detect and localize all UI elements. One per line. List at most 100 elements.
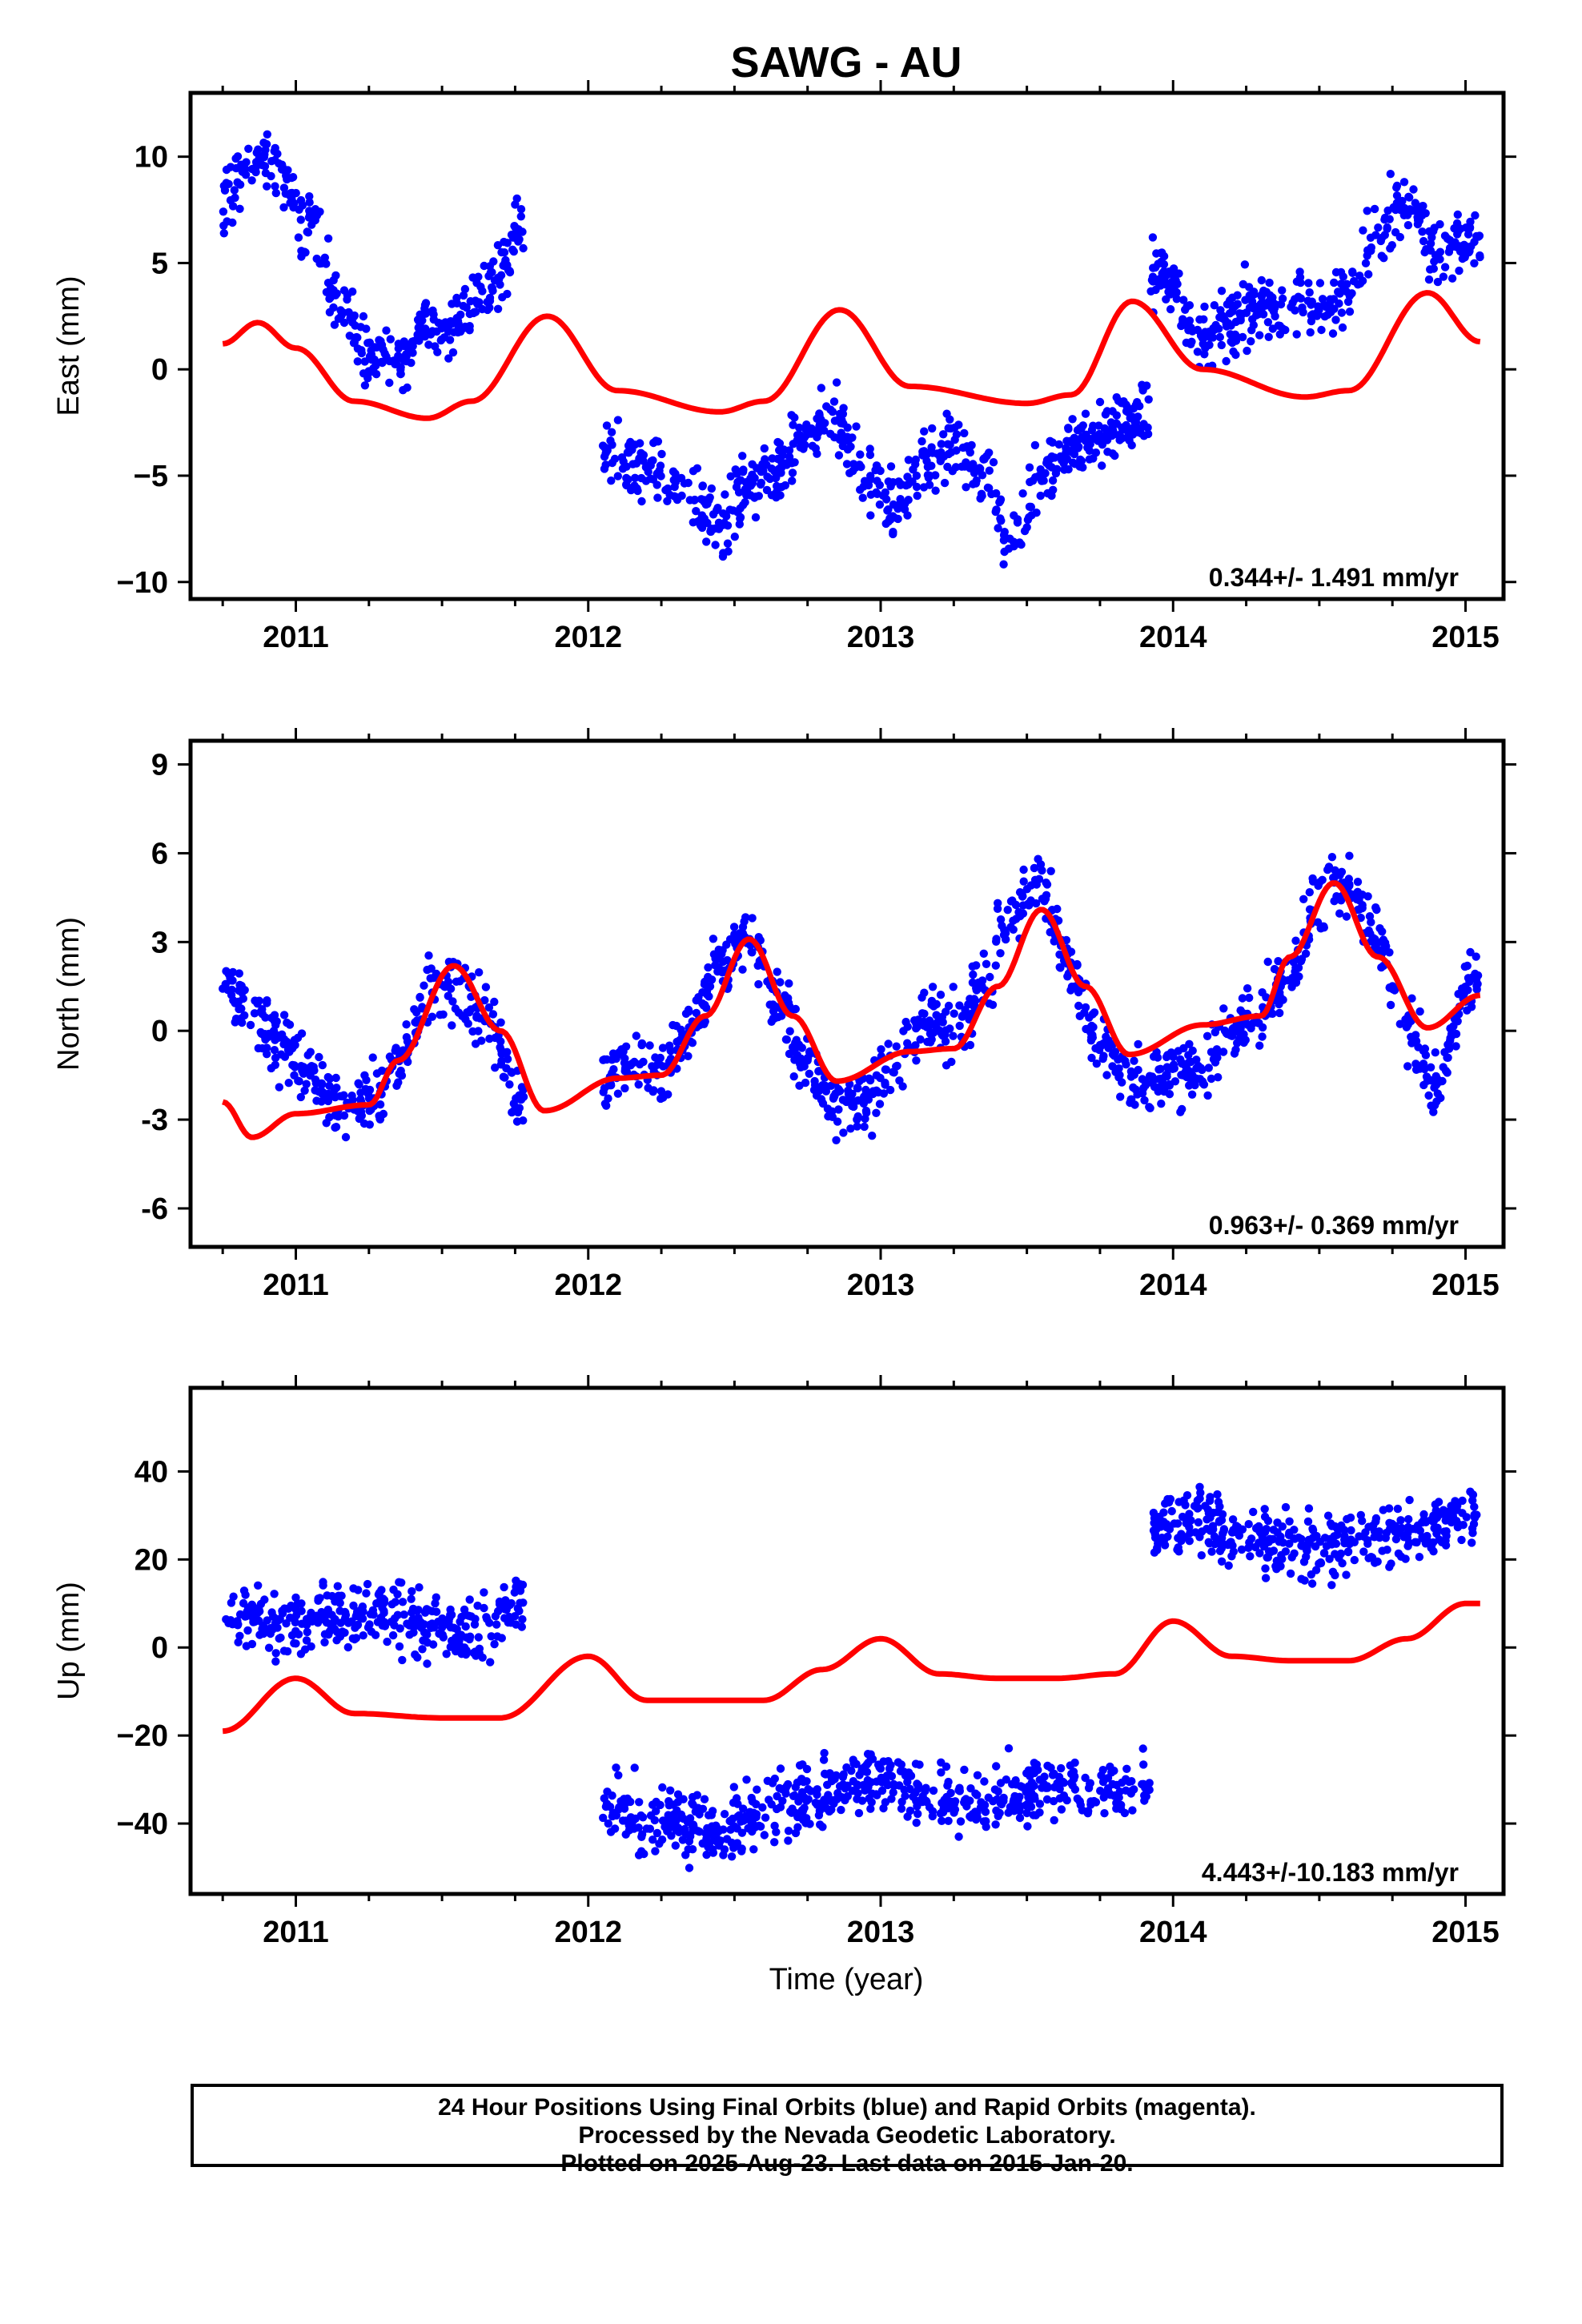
data-point — [989, 1797, 998, 1806]
data-point — [1074, 1001, 1083, 1011]
data-point — [1343, 1547, 1353, 1556]
data-point — [622, 480, 631, 489]
data-point — [1138, 1075, 1147, 1084]
data-point — [843, 423, 852, 432]
data-point — [416, 993, 424, 1002]
data-point — [1323, 1511, 1333, 1520]
data-point — [1206, 1526, 1215, 1535]
data-point — [493, 304, 503, 313]
data-point — [628, 1059, 636, 1068]
data-point — [1377, 963, 1386, 972]
data-point — [1315, 279, 1325, 287]
data-point — [622, 473, 631, 483]
data-point — [1141, 1081, 1150, 1090]
data-point — [1085, 440, 1094, 449]
data-point — [785, 1049, 794, 1059]
data-point — [256, 1027, 265, 1037]
data-point — [737, 1844, 746, 1853]
data-point — [913, 491, 921, 501]
data-point — [296, 195, 306, 205]
data-point — [1419, 1510, 1428, 1519]
data-point — [944, 1803, 953, 1813]
data-point — [223, 217, 231, 226]
data-point — [1100, 1809, 1109, 1818]
data-point — [1022, 1784, 1032, 1794]
data-point — [960, 1765, 969, 1775]
y-tick-label: 0 — [151, 1015, 168, 1048]
data-point — [848, 1787, 857, 1795]
data-point — [489, 257, 498, 266]
data-point — [887, 1771, 897, 1781]
data-point — [448, 997, 457, 1006]
data-point — [720, 1810, 729, 1819]
data-point — [1441, 1541, 1451, 1550]
data-point — [378, 1621, 387, 1630]
data-point — [1384, 1504, 1394, 1513]
data-point — [375, 1114, 384, 1124]
data-point — [1048, 438, 1057, 447]
data-point — [991, 1820, 1000, 1829]
data-point — [1358, 903, 1367, 913]
data-point — [1391, 1534, 1401, 1544]
data-point — [1285, 1517, 1294, 1526]
data-point — [1040, 1772, 1049, 1781]
data-point — [1385, 215, 1394, 223]
data-point — [671, 1841, 680, 1850]
data-point — [360, 381, 370, 390]
data-point — [1434, 1498, 1443, 1506]
data-point — [730, 533, 739, 541]
data-point — [400, 337, 408, 346]
data-point — [340, 1607, 350, 1617]
data-point — [1331, 1550, 1339, 1558]
data-point — [911, 460, 920, 468]
data-point — [375, 1100, 385, 1109]
data-point — [763, 472, 772, 481]
data-point — [795, 1761, 805, 1770]
data-point — [444, 321, 453, 331]
data-point — [1345, 880, 1354, 889]
data-point — [1219, 1525, 1229, 1534]
data-point — [375, 336, 383, 344]
data-point — [1424, 275, 1434, 284]
data-point — [1383, 223, 1391, 232]
data-point — [1057, 1805, 1066, 1814]
data-point — [1239, 1030, 1248, 1039]
data-point — [244, 144, 253, 153]
x-tick-label: 2015 — [1431, 1916, 1500, 1949]
data-point — [462, 303, 471, 312]
data-point — [1003, 906, 1012, 915]
data-point — [1098, 1766, 1107, 1775]
data-point — [507, 1618, 516, 1627]
data-point — [610, 454, 620, 464]
data-point — [319, 1581, 327, 1590]
data-point — [341, 1132, 351, 1142]
data-point — [657, 449, 666, 459]
data-point — [813, 1800, 822, 1809]
data-point — [1286, 1569, 1295, 1578]
data-point — [795, 423, 804, 432]
data-point — [725, 1816, 734, 1826]
data-point — [791, 1783, 800, 1791]
data-point — [1122, 1764, 1131, 1773]
data-point — [375, 1588, 384, 1598]
data-point — [1243, 984, 1252, 993]
data-point — [228, 202, 238, 211]
data-point — [1032, 1760, 1042, 1769]
data-point — [1150, 263, 1160, 272]
data-point — [794, 1040, 804, 1049]
data-point — [646, 460, 655, 470]
data-point — [1004, 1808, 1013, 1817]
data-point — [358, 1602, 367, 1611]
data-point — [936, 456, 946, 465]
data-point — [1147, 275, 1157, 284]
data-point — [684, 1051, 693, 1061]
data-point — [796, 431, 805, 440]
data-point — [1364, 1554, 1373, 1562]
data-point — [1257, 292, 1267, 301]
data-point — [305, 198, 314, 207]
data-point — [363, 1089, 373, 1099]
data-point — [404, 344, 413, 353]
data-point — [911, 1759, 921, 1768]
data-point — [1191, 1080, 1199, 1090]
data-point — [1159, 1508, 1168, 1517]
